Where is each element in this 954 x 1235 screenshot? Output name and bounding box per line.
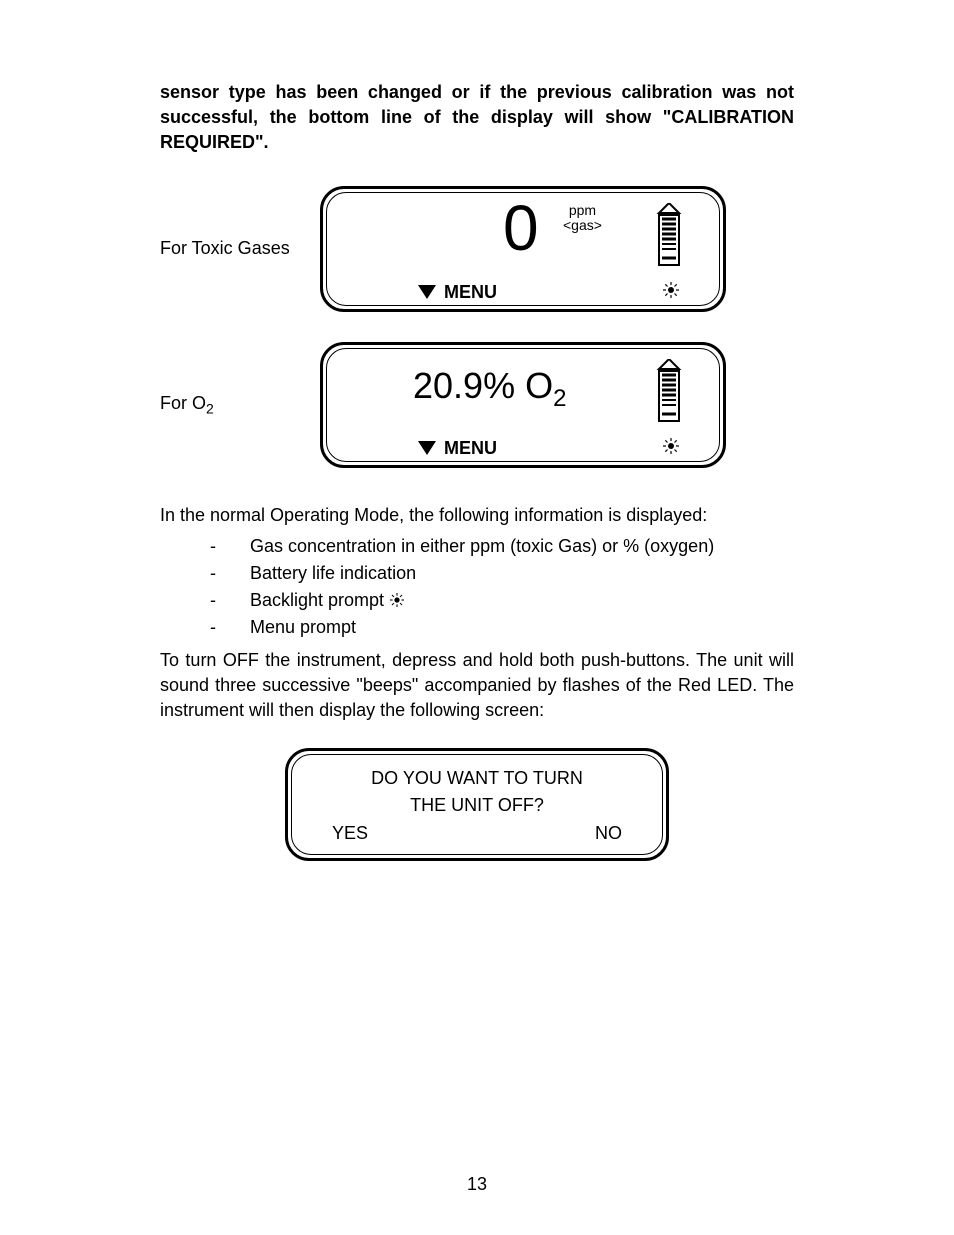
- triangle-down-icon: [418, 285, 436, 299]
- prompt-lcd: DO YOU WANT TO TURN THE UNIT OFF? YES NO: [285, 748, 669, 861]
- lcd-o2: 20.9% O2 MENU: [320, 342, 726, 468]
- prompt-yes[interactable]: YES: [332, 823, 368, 844]
- backlight-icon[interactable]: [663, 438, 679, 459]
- prompt-question: DO YOU WANT TO TURN THE UNIT OFF?: [312, 765, 642, 819]
- bullet-3: -Backlight prompt: [210, 590, 794, 611]
- bullet-2: -Battery life indication: [210, 563, 794, 584]
- backlight-icon-inline: [390, 593, 404, 607]
- label-o2-prefix: For O: [160, 393, 206, 413]
- bullet-1: -Gas concentration in either ppm (toxic …: [210, 536, 794, 557]
- para-operating-mode: In the normal Operating Mode, the follow…: [160, 503, 794, 528]
- lcd-toxic: 0 ppm <gas>: [320, 186, 726, 312]
- bullet-list: -Gas concentration in either ppm (toxic …: [210, 536, 794, 638]
- page-number: 13: [0, 1174, 954, 1195]
- intro-text: sensor type has been changed or if the p…: [160, 80, 794, 156]
- reading-o2: 20.9% O2: [413, 365, 566, 413]
- menu-text: MENU: [444, 282, 497, 303]
- menu-button[interactable]: MENU: [418, 438, 497, 459]
- menu-row: MENU: [323, 282, 723, 303]
- unit-ppm: ppm: [569, 202, 596, 218]
- unit-label: ppm <gas>: [563, 203, 602, 234]
- display-row-o2: For O2 20.9% O2: [160, 342, 794, 468]
- unit-gas: <gas>: [563, 217, 602, 233]
- battery-icon: [655, 359, 683, 428]
- display-row-toxic: For Toxic Gases 0 ppm <gas>: [160, 186, 794, 312]
- prompt-line2: THE UNIT OFF?: [410, 795, 544, 815]
- reading-o2-sub: 2: [553, 385, 566, 412]
- battery-icon: [655, 203, 683, 272]
- prompt-no[interactable]: NO: [595, 823, 622, 844]
- label-o2: For O2: [160, 393, 310, 417]
- prompt-line1: DO YOU WANT TO TURN: [371, 768, 583, 788]
- label-o2-sub: 2: [206, 400, 214, 416]
- menu-button[interactable]: MENU: [418, 282, 497, 303]
- reading-o2-prefix: 20.9% O: [413, 365, 553, 406]
- menu-text: MENU: [444, 438, 497, 459]
- label-toxic: For Toxic Gases: [160, 238, 310, 259]
- backlight-icon[interactable]: [663, 282, 679, 303]
- reading-zero: 0: [503, 191, 539, 265]
- menu-row: MENU: [323, 438, 723, 459]
- bullet-4: -Menu prompt: [210, 617, 794, 638]
- para-turn-off: To turn OFF the instrument, depress and …: [160, 648, 794, 724]
- triangle-down-icon: [418, 441, 436, 455]
